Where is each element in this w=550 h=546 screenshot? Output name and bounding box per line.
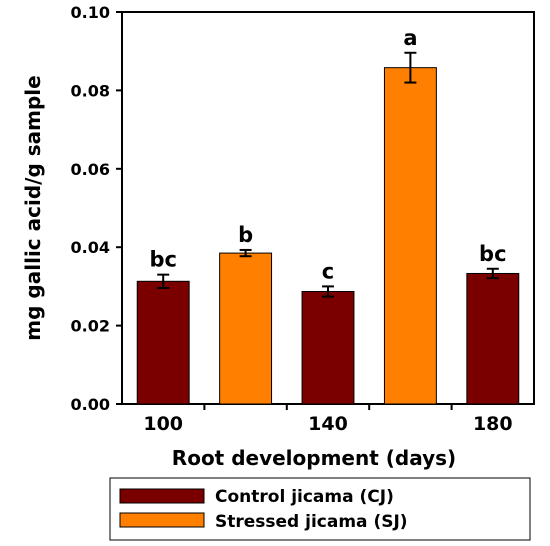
bar xyxy=(466,272,520,405)
significance-letter: a xyxy=(403,26,417,50)
y-axis-title: mg gallic acid/g sample xyxy=(21,75,45,340)
legend-swatch-cj xyxy=(119,488,205,504)
x-axis-title: Root development (days) xyxy=(172,446,456,470)
y-tick-label: 0.00 xyxy=(71,395,110,414)
bar xyxy=(219,252,273,405)
legend-label-cj: Control jicama (CJ) xyxy=(215,487,394,507)
significance-letter: bc xyxy=(149,248,176,272)
y-tick-label: 0.06 xyxy=(71,160,110,179)
error-bars xyxy=(157,51,499,298)
y-tick-label: 0.08 xyxy=(71,81,110,100)
x-tick-label: 180 xyxy=(473,413,513,435)
legend-label-sj: Stressed jicama (SJ) xyxy=(215,512,408,532)
bar xyxy=(136,280,190,405)
x-axis: 100 140 180 xyxy=(143,404,513,435)
y-axis: 0.00 0.02 0.04 0.06 0.08 0.10 xyxy=(71,3,122,414)
significance-letter: b xyxy=(238,223,253,247)
significance-letter: c xyxy=(322,259,334,283)
bars xyxy=(136,67,520,405)
x-tick-label: 140 xyxy=(308,413,348,435)
significance-letter: bc xyxy=(479,242,506,266)
y-tick-label: 0.10 xyxy=(71,3,110,22)
bar xyxy=(383,67,437,405)
bar xyxy=(301,290,355,405)
legend: Control jicama (CJ) Stressed jicama (SJ) xyxy=(109,477,531,541)
x-tick-label: 100 xyxy=(143,413,183,435)
legend-frame xyxy=(109,477,531,541)
y-tick-label: 0.02 xyxy=(71,317,110,336)
y-tick-label: 0.04 xyxy=(71,238,110,257)
legend-swatch-sj xyxy=(119,512,205,528)
